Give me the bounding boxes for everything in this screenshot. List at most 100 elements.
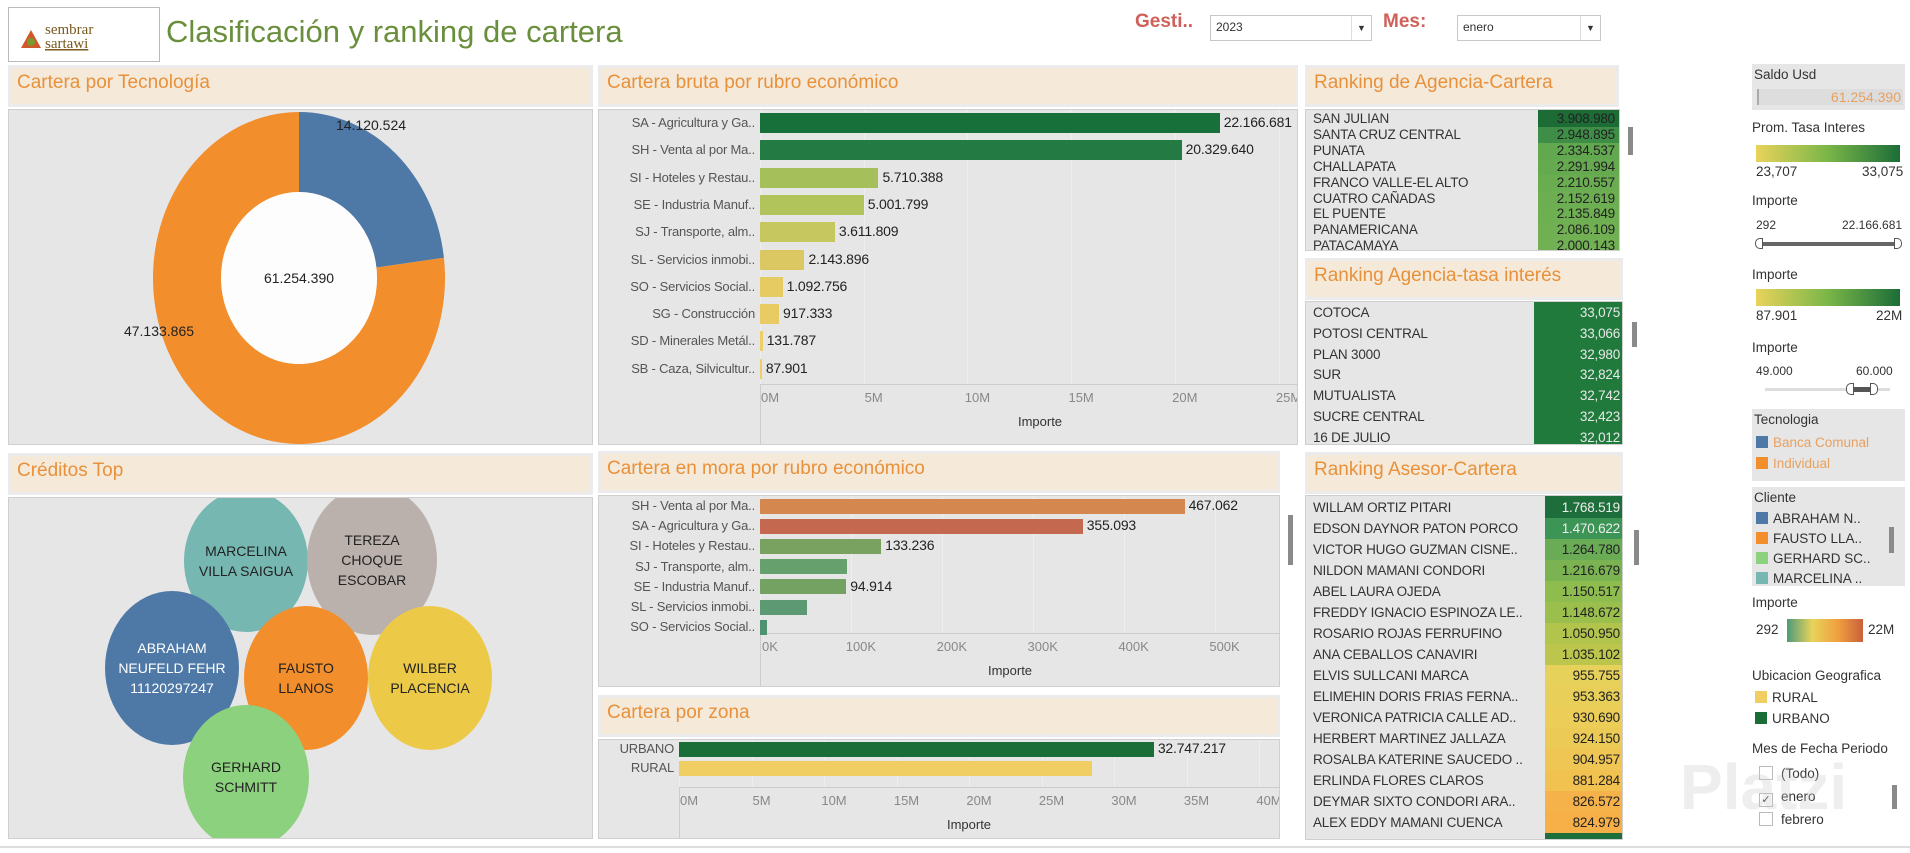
bar[interactable] (760, 599, 808, 615)
bar[interactable] (760, 140, 1182, 161)
table-row[interactable]: MUTUALISTA 32,742 (1306, 386, 1622, 407)
table-row[interactable]: COTOCA 33,075 (1306, 303, 1622, 324)
table-row[interactable]: ELVIS SULLCANI MARCA 955.755 (1306, 665, 1622, 686)
table-row[interactable]: 16 DE JULIO 32,012 (1306, 427, 1622, 444)
bar[interactable] (760, 358, 762, 379)
tasa-legend-gradient (1756, 145, 1900, 162)
legend-item-cliente[interactable]: FAUSTO LLA.. (1756, 531, 1862, 546)
table-row[interactable]: VICTOR HUGO GUZMAN CISNE.. 1.264.780 (1306, 539, 1622, 560)
swatch (1756, 532, 1768, 544)
table-row[interactable]: SUCRE CENTRAL 32,423 (1306, 407, 1622, 428)
importe-slider2-track[interactable] (1765, 388, 1890, 391)
mes-scrollbar[interactable] (1892, 785, 1897, 809)
table-row[interactable]: SAN JULIAN 3.908.980 (1306, 111, 1619, 127)
table-row[interactable]: CHALLAPATA 2.291.994 (1306, 158, 1619, 175)
mes-option-enero[interactable]: ✓ enero (1759, 789, 1816, 807)
bar[interactable] (760, 249, 805, 270)
table-row[interactable]: SANTA CRUZ CENTRAL 2.948.895 (1306, 126, 1619, 143)
table-row[interactable]: ERLINDA FLORES CLAROS 881.284 (1306, 770, 1622, 791)
bubble-4[interactable]: WILBER PLACENCIA (368, 606, 492, 750)
bar[interactable] (760, 518, 1083, 534)
mora-scrollbar[interactable] (1288, 515, 1293, 565)
bar[interactable] (679, 741, 1154, 757)
legend-item-urbano[interactable]: URBANO (1755, 711, 1830, 726)
table-row[interactable]: ALEX EDDY MAMANI CUENCA 824.979 (1306, 812, 1622, 833)
cliente-scrollbar[interactable] (1889, 527, 1894, 553)
table-row[interactable]: FRANCO VALLE-EL ALTO 2.210.557 (1306, 174, 1619, 191)
table-row[interactable]: PANAMERICANA 2.086.109 (1306, 222, 1619, 239)
slider-handle-max[interactable] (1870, 383, 1878, 395)
bar[interactable] (760, 498, 1185, 514)
bar[interactable] (760, 222, 835, 243)
legend-item-cliente[interactable]: MARCELINA .. (1756, 571, 1862, 586)
table-row[interactable]: EL PUENTE 2.135.849 (1306, 206, 1619, 223)
swatch (1756, 552, 1768, 564)
table-row[interactable]: EDSON DAYNOR PATON PORCO 1.470.622 (1306, 518, 1622, 539)
bar[interactable] (760, 194, 864, 215)
bar[interactable] (760, 331, 763, 352)
x-tick-label: 10M (821, 793, 847, 808)
table-row[interactable]: PUNATA 2.334.537 (1306, 142, 1619, 159)
bar[interactable] (760, 579, 847, 595)
legend-item-cliente[interactable]: ABRAHAM N.. (1756, 511, 1861, 526)
bar[interactable] (760, 538, 882, 554)
bar[interactable] (760, 559, 847, 575)
bubble-3[interactable]: FAUSTO LLANOS (244, 606, 368, 750)
category-label: SA - Agricultura y Ga.. (631, 115, 755, 130)
legend-item-banca-comunal[interactable]: Banca Comunal (1756, 435, 1869, 450)
bar[interactable] (760, 304, 780, 325)
checkbox-checked[interactable]: ✓ (1759, 793, 1773, 807)
bar[interactable] (760, 619, 768, 635)
table-row[interactable]: ROSALBA KATERINE SAUCEDO .. 904.957 (1306, 749, 1622, 770)
row-value: 2.000.143 (1538, 238, 1619, 250)
table-row[interactable]: POTOSI CENTRAL 33,066 (1306, 323, 1622, 345)
legend-item-cliente[interactable]: GERHARD SC.. (1756, 551, 1871, 566)
bar[interactable] (760, 167, 879, 188)
donut-slice-1[interactable] (152, 112, 445, 444)
bar-value-label: 32.747.217 (1157, 740, 1226, 756)
bar[interactable] (760, 276, 783, 297)
table-row[interactable]: CUATRO CAÑADAS 2.152.619 (1306, 190, 1619, 207)
slider-handle-min[interactable] (1846, 383, 1854, 395)
table-row[interactable]: ELIMEHIN DORIS FRIAS FERNA.. 953.363 (1306, 686, 1622, 707)
slider-handle-max[interactable] (1894, 238, 1902, 249)
mes-option-febrero[interactable]: febrero (1759, 812, 1824, 827)
table-row[interactable]: HERBERT MARTINEZ JALLAZA 924.150 (1306, 728, 1622, 749)
bubble-5[interactable]: GERHARD SCHMITT (183, 705, 309, 838)
x-axis-line (760, 384, 1297, 385)
rank-agencia-scrollbar[interactable] (1628, 127, 1633, 155)
importe-slider2-range[interactable] (1850, 387, 1874, 392)
rank-asesor-scrollbar[interactable] (1634, 530, 1639, 565)
donut-slice-0[interactable] (299, 112, 444, 268)
gestion-dropdown[interactable]: 2023 ▼ (1210, 15, 1372, 41)
mes-dropdown[interactable]: enero ▼ (1457, 15, 1601, 41)
legend-item-label: GERHARD SC.. (1773, 551, 1871, 566)
category-label: SA - Agricultura y Ga.. (631, 518, 755, 534)
x-tick-label: 400K (1118, 639, 1149, 654)
bar[interactable] (679, 760, 1093, 776)
rank-tasa-scrollbar[interactable] (1632, 322, 1637, 347)
mes-option-todo[interactable]: (Todo) (1759, 766, 1819, 781)
table-row[interactable]: ROSARIO ROJAS FERRUFINO 1.050.950 (1306, 623, 1622, 644)
swatch (1756, 512, 1768, 524)
row-value: 2.135.849 (1538, 206, 1619, 223)
table-row[interactable]: DEYMAR SIXTO CONDORI ARA.. 826.572 (1306, 791, 1622, 812)
table-row[interactable]: PLAN 3000 32,980 (1306, 344, 1622, 366)
table-row[interactable]: NILDON MAMANI CONDORI 1.216.679 (1306, 560, 1622, 581)
bar[interactable] (760, 113, 1220, 133)
table-row[interactable]: ABEL LAURA OJEDA 1.150.517 (1306, 581, 1622, 602)
table-row[interactable]: VERONICA PATRICIA CALLE AD.. 930.690 (1306, 707, 1622, 728)
table-row[interactable]: SUR 32,824 (1306, 365, 1622, 387)
slider-handle-min[interactable] (1755, 238, 1763, 249)
checkbox[interactable] (1759, 812, 1773, 826)
importe-slider1[interactable] (1758, 242, 1898, 246)
checkbox[interactable] (1759, 766, 1773, 780)
bar-value-label: 20.329.640 (1185, 141, 1254, 158)
table-row[interactable]: ANA CEBALLOS CANAVIRI 1.035.102 (1306, 644, 1622, 665)
importe-legend-gradient (1756, 289, 1900, 306)
table-row[interactable]: PATACAMAYA 2.000.143 (1306, 238, 1619, 250)
table-row[interactable]: FREDDY IGNACIO ESPINOZA LE.. 1.148.672 (1306, 602, 1622, 623)
legend-item-rural[interactable]: RURAL (1755, 690, 1818, 705)
table-row[interactable]: WILLAM ORTIZ PITARI 1.768.519 (1306, 497, 1622, 518)
legend-item-individual[interactable]: Individual (1756, 456, 1830, 471)
